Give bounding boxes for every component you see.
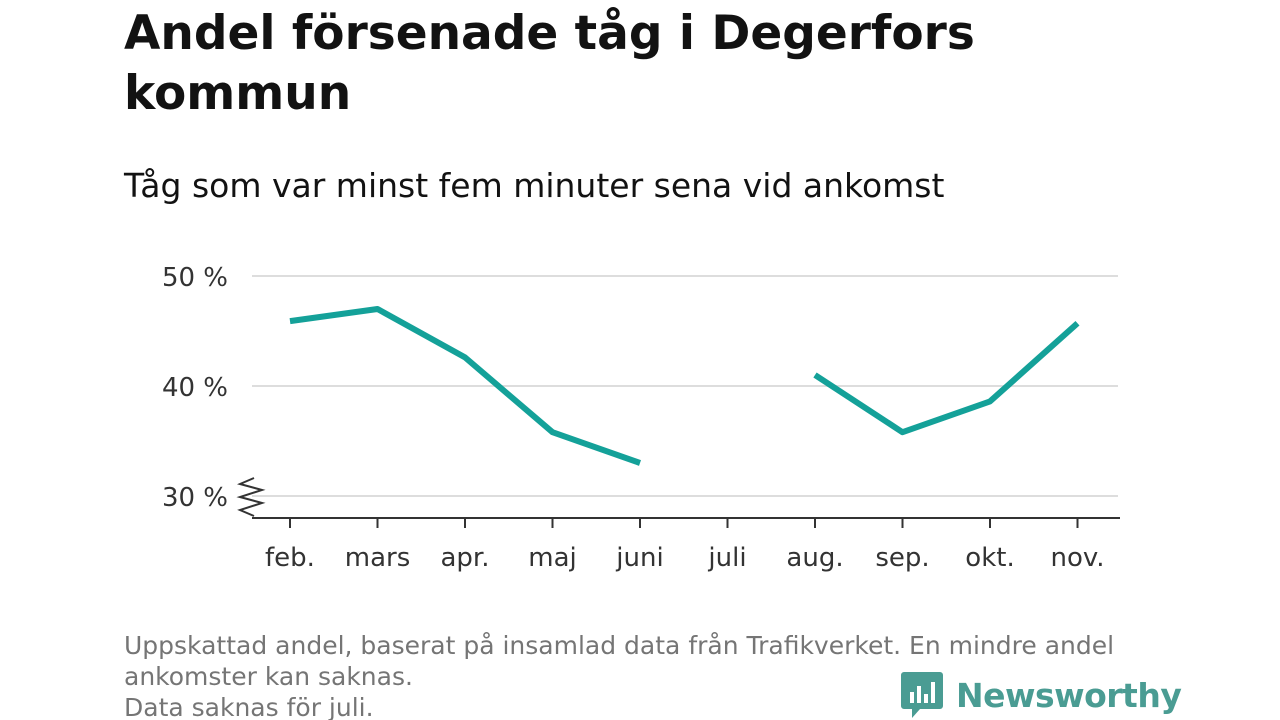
footnote-source: Uppskattad andel, baserat på insamlad da…	[124, 631, 1115, 691]
newsworthy-logo: Newsworthy	[900, 670, 1182, 720]
x-tick-label: nov.	[1050, 543, 1104, 573]
chart-subtitle: Tåg som var minst fem minuter sena vid a…	[124, 166, 945, 205]
y-tick-label: 50 %	[162, 263, 228, 293]
x-tick-label: juni	[615, 543, 663, 573]
series-line	[289, 306, 641, 466]
series-line	[813, 321, 1080, 436]
newsworthy-logo-icon	[901, 672, 943, 718]
y-tick-label: 40 %	[162, 373, 228, 403]
x-tick-label: aug.	[786, 543, 843, 573]
chart-title: Andel försenade tåg i Degerfors kommun	[124, 6, 975, 121]
footnote-missing-data: Data saknas för juli.	[124, 693, 374, 720]
series-lines	[289, 306, 1080, 466]
x-axis	[236, 477, 1120, 528]
x-tick-label: okt.	[965, 543, 1014, 573]
x-tick-label: mars	[345, 543, 411, 573]
x-tick-label: apr.	[440, 543, 489, 573]
y-tick-label: 30 %	[162, 483, 228, 513]
newsworthy-logo-text: Newsworthy	[956, 675, 1182, 715]
footnote: Uppskattad andel, baserat på insamlad da…	[124, 630, 1154, 720]
x-tick-label: feb.	[265, 543, 315, 573]
x-tick-label: sep.	[875, 543, 929, 573]
x-tick-label: maj	[528, 543, 576, 573]
x-tick-label: juli	[707, 543, 746, 573]
grid-lines	[252, 275, 1118, 497]
y-tick-labels: 30 % 40 % 50 %	[162, 263, 228, 513]
x-tick-labels: feb. mars apr. maj juni juli aug. sep. okt. nov.	[265, 543, 1104, 573]
axis-break-icon	[236, 477, 266, 517]
